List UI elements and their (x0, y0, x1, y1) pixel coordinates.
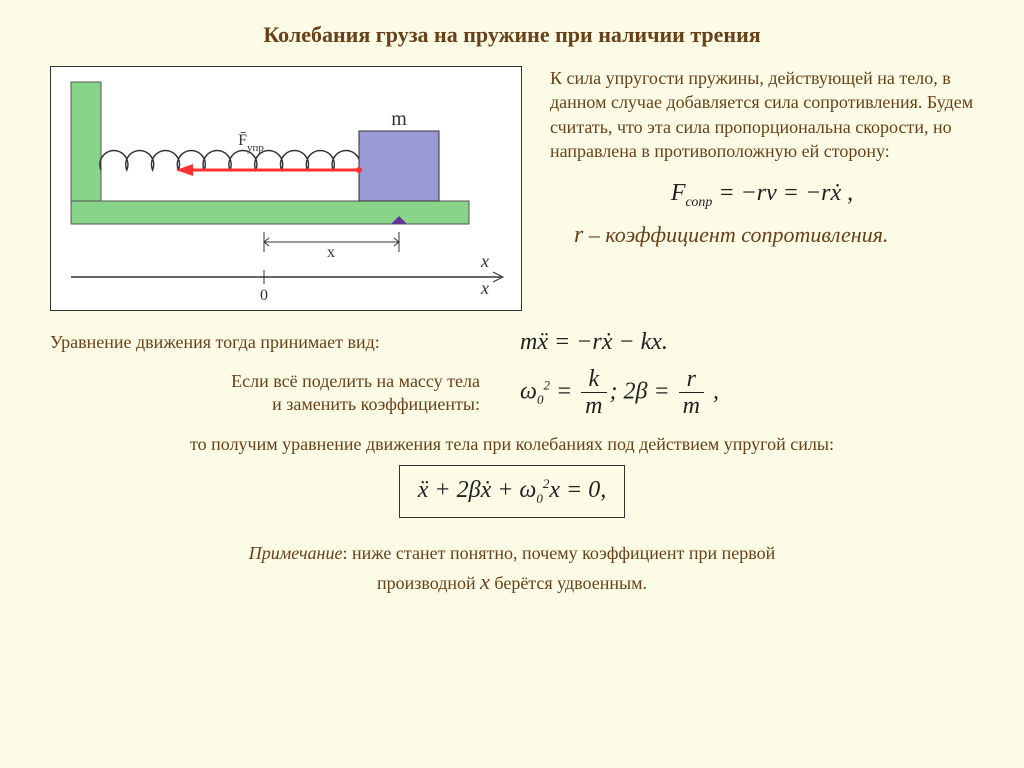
mass-block (359, 131, 439, 201)
diagram-svg: m F̄упр x 0 x x (51, 67, 521, 310)
coeff-r-text: – коэффициент сопротивления. (583, 222, 888, 247)
force-eq-rhs: = −rv = −rẋ , (718, 180, 853, 206)
substitution-line2: и заменить коэффициенты: (50, 393, 480, 416)
mass-label: m (391, 108, 407, 130)
motion-equation-row: Уравнение движения тогда принимает вид: … (50, 329, 974, 356)
boxed-eq-tail: x = 0, (549, 477, 606, 503)
spring-icon (100, 151, 360, 170)
arrow-origin-icon (356, 167, 362, 173)
origin-label: 0 (260, 287, 268, 304)
arrowhead-icon (176, 164, 193, 176)
omega-comma: , (707, 378, 719, 404)
substitution-text: Если всё поделить на массу тела и замени… (50, 370, 480, 417)
axis-label-x-upper: x (480, 251, 489, 271)
page-title: Колебания груза на пружине при наличии т… (50, 22, 974, 48)
note-body3: берётся удвоенным. (490, 573, 647, 593)
beta-frac-den: m (679, 393, 704, 419)
note-body1: : ниже станет понятно, почему коэффициен… (342, 543, 775, 563)
omega-frac-num: k (581, 366, 606, 393)
boxed-eq-body: ẍ + 2βẋ + ω (418, 477, 537, 503)
force-eq-symbol: F (671, 180, 686, 206)
spring-diagram: m F̄упр x 0 x x (50, 66, 522, 311)
omega-symbol: ω (520, 378, 537, 404)
motion-eq-intro: Уравнение движения тогда принимает вид: (50, 331, 480, 354)
boxed-eq-sub: 0 (536, 491, 543, 506)
note-x-symbol: x (480, 569, 490, 594)
intro-paragraph: К сила упругости пружины, действующей на… (550, 66, 974, 163)
motion-equation: mẍ = −rẋ − kx. (520, 329, 668, 356)
result-intro: то получим уравнение движения тела при к… (50, 434, 974, 455)
wall (71, 82, 101, 217)
floor (71, 201, 469, 224)
omega-sub: 0 (537, 392, 544, 407)
note-lead: Примечание (249, 543, 343, 563)
axis-label-x-lower: x (480, 278, 489, 298)
beta-lhs: 2β = (624, 378, 676, 404)
boxed-equation: ẍ + 2βẋ + ω02x = 0, (399, 465, 625, 518)
boxed-row: ẍ + 2βẋ + ω02x = 0, (50, 465, 974, 518)
footnote: Примечание: ниже станет понятно, почему … (50, 540, 974, 598)
top-row: m F̄упр x 0 x x (50, 66, 974, 311)
main-content: Уравнение движения тогда принимает вид: … (50, 329, 974, 598)
coeff-r-symbol: r (574, 222, 583, 248)
dim-label: x (327, 244, 335, 261)
force-equation: Fсопр = −rv = −rẋ , (550, 177, 974, 213)
omega-equals: = (550, 378, 578, 404)
substitution-row: Если всё поделить на массу тела и замени… (50, 366, 974, 420)
force-eq-subscript: сопр (686, 195, 713, 210)
omega-beta-equation: ω02 = km; 2β = rm , (520, 366, 719, 420)
coeff-definition: r – коэффициент сопротивления. (574, 219, 974, 251)
substitution-line1: Если всё поделить на массу тела (50, 370, 480, 393)
omega-separator: ; (610, 378, 624, 404)
omega-frac-den: m (581, 393, 606, 419)
note-body2: производной (377, 573, 480, 593)
beta-frac-num: r (679, 366, 704, 393)
intro-column: К сила упругости пружины, действующей на… (550, 66, 974, 251)
